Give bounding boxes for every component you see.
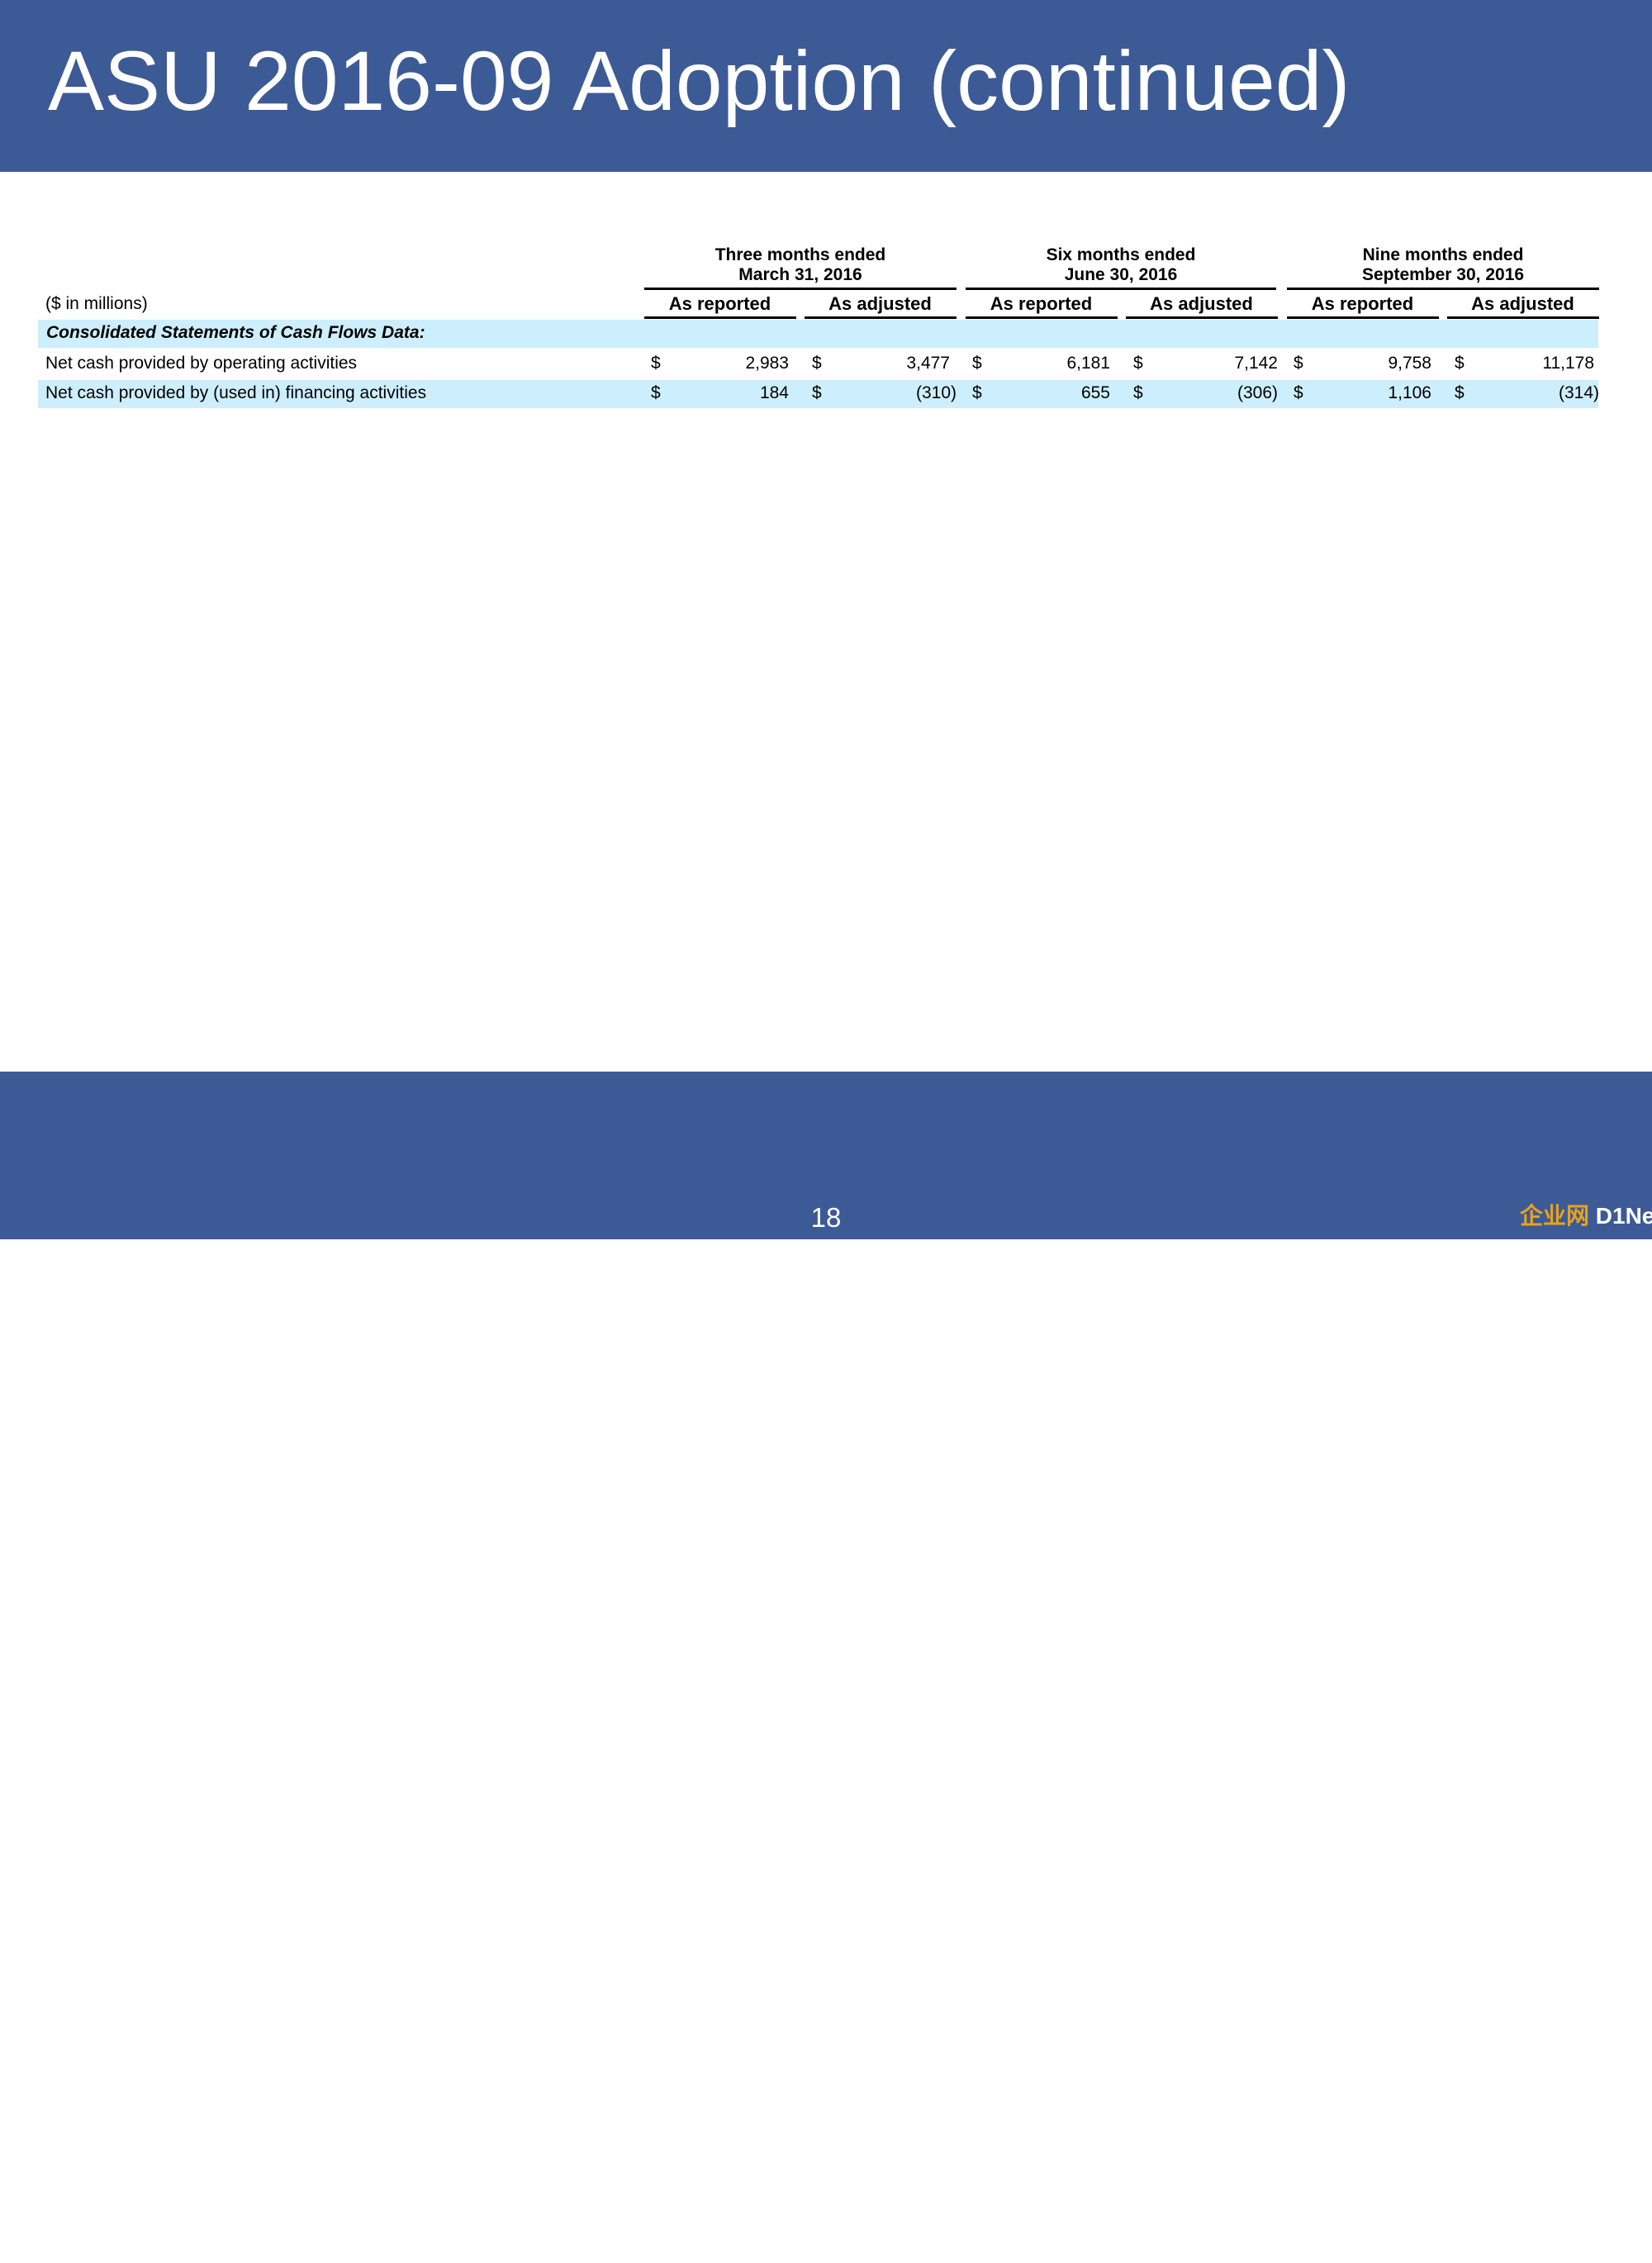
page-number: 18	[810, 1202, 842, 1233]
group-divider	[644, 288, 957, 290]
table-cell: 6,181	[1066, 354, 1110, 373]
group-divider	[966, 288, 1276, 290]
table-cell: 3,477	[906, 354, 950, 373]
column-header: As reported	[668, 293, 771, 314]
table-cell: (310)	[915, 383, 957, 402]
table-cell: 655	[1080, 383, 1110, 402]
currency-symbol: $	[812, 383, 822, 402]
section-band	[38, 320, 1598, 348]
column-divider	[644, 316, 796, 319]
period-group-line1: Nine months ended	[1362, 245, 1524, 264]
table-cell: 2,983	[745, 354, 789, 373]
column-header: As adjusted	[1471, 293, 1574, 314]
column-header: As adjusted	[828, 293, 932, 314]
period-group-three-months: Three months ended March 31, 2016	[644, 245, 957, 285]
currency-symbol: $	[1455, 383, 1464, 402]
currency-symbol: $	[1455, 354, 1464, 373]
column-divider	[805, 316, 957, 319]
units-label: ($ in millions)	[45, 294, 148, 313]
period-group-line2: June 30, 2016	[1064, 265, 1178, 284]
table-cell: 11,178	[1542, 354, 1594, 373]
currency-symbol: $	[1133, 383, 1143, 402]
group-divider	[1287, 288, 1599, 290]
currency-symbol: $	[972, 383, 982, 402]
column-header: As reported	[1311, 293, 1414, 314]
table-cell: 7,142	[1234, 354, 1278, 373]
watermark-part2: D1Net	[1595, 1203, 1652, 1229]
watermark-part1: 企业网	[1520, 1203, 1590, 1229]
column-divider	[1126, 316, 1278, 319]
period-group-nine-months: Nine months ended September 30, 2016	[1287, 245, 1599, 285]
currency-symbol: $	[1294, 383, 1303, 402]
currency-symbol: $	[812, 354, 822, 373]
row-label-financing: Net cash provided by (used in) financing…	[45, 383, 427, 402]
table-cell: 1,106	[1388, 383, 1431, 402]
column-header: As reported	[990, 293, 1093, 314]
period-group-six-months: Six months ended June 30, 2016	[966, 245, 1276, 285]
currency-symbol: $	[1133, 354, 1143, 373]
slide-header: ASU 2016-09 Adoption (continued)	[0, 0, 1652, 172]
row-label-operating: Net cash provided by operating activitie…	[45, 354, 358, 373]
column-divider	[966, 316, 1118, 319]
period-group-line1: Six months ended	[1046, 245, 1196, 264]
currency-symbol: $	[651, 383, 661, 402]
watermark: 企业网 D1Net	[1520, 1203, 1652, 1229]
table-cell: (306)	[1237, 383, 1278, 402]
currency-symbol: $	[972, 354, 982, 373]
section-title: Consolidated Statements of Cash Flows Da…	[46, 323, 425, 342]
currency-symbol: $	[651, 354, 661, 373]
column-divider	[1447, 316, 1599, 319]
column-header: As adjusted	[1150, 293, 1253, 314]
slide-title: ASU 2016-09 Adoption (continued)	[48, 34, 1351, 128]
table-cell: (314)	[1558, 383, 1599, 402]
column-divider	[1287, 316, 1439, 319]
row-band	[38, 380, 1598, 408]
period-group-line1: Three months ended	[714, 245, 886, 264]
currency-symbol: $	[1294, 354, 1303, 373]
period-group-line2: September 30, 2016	[1361, 265, 1525, 284]
table-cell: 184	[759, 383, 789, 402]
facebook-logo: facebook	[1328, 2180, 1652, 2263]
period-group-line2: March 31, 2016	[738, 265, 862, 284]
table-cell: 9,758	[1388, 354, 1431, 373]
